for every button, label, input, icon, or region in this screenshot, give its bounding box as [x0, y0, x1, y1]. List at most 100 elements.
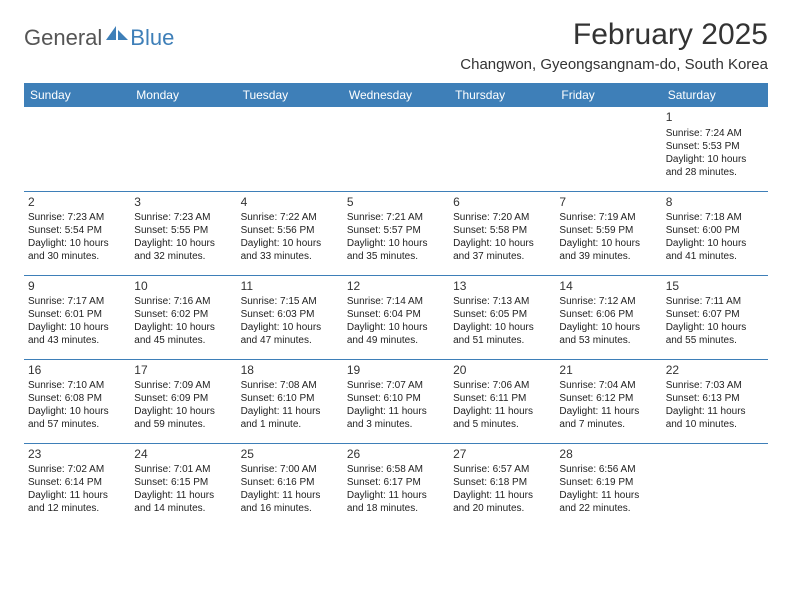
daylight-text: Daylight: 11 hours and 14 minutes.	[134, 489, 232, 515]
day-number: 14	[559, 279, 657, 295]
calendar-week-row: 16Sunrise: 7:10 AMSunset: 6:08 PMDayligh…	[24, 359, 768, 443]
day-number: 16	[28, 363, 126, 379]
day-header: Monday	[130, 83, 236, 107]
sunset-text: Sunset: 6:10 PM	[347, 392, 445, 405]
daylight-text: Daylight: 11 hours and 5 minutes.	[453, 405, 551, 431]
calendar-day-cell: 2Sunrise: 7:23 AMSunset: 5:54 PMDaylight…	[24, 191, 130, 275]
calendar-day-cell: 8Sunrise: 7:18 AMSunset: 6:00 PMDaylight…	[662, 191, 768, 275]
daylight-text: Daylight: 10 hours and 32 minutes.	[134, 237, 232, 263]
sunset-text: Sunset: 6:11 PM	[453, 392, 551, 405]
brand-logo: General Blue	[24, 18, 174, 51]
sunrise-text: Sunrise: 7:24 AM	[666, 127, 764, 140]
daylight-text: Daylight: 10 hours and 39 minutes.	[559, 237, 657, 263]
daylight-text: Daylight: 10 hours and 30 minutes.	[28, 237, 126, 263]
calendar-day-cell: 4Sunrise: 7:22 AMSunset: 5:56 PMDaylight…	[237, 191, 343, 275]
calendar-day-cell: 25Sunrise: 7:00 AMSunset: 6:16 PMDayligh…	[237, 443, 343, 527]
day-number: 6	[453, 195, 551, 211]
day-number: 1	[666, 110, 764, 126]
sunrise-text: Sunrise: 6:57 AM	[453, 463, 551, 476]
sunrise-text: Sunrise: 7:22 AM	[241, 211, 339, 224]
calendar-day-cell: 12Sunrise: 7:14 AMSunset: 6:04 PMDayligh…	[343, 275, 449, 359]
calendar-week-row: 2Sunrise: 7:23 AMSunset: 5:54 PMDaylight…	[24, 191, 768, 275]
calendar-body: 1Sunrise: 7:24 AMSunset: 5:53 PM Daylight…	[24, 107, 768, 527]
sunrise-text: Sunrise: 6:58 AM	[347, 463, 445, 476]
day-number: 28	[559, 447, 657, 463]
sunrise-text: Sunrise: 7:20 AM	[453, 211, 551, 224]
sunset-text: Sunset: 6:01 PM	[28, 308, 126, 321]
sunset-text: Sunset: 5:56 PM	[241, 224, 339, 237]
sunrise-text: Sunrise: 7:10 AM	[28, 379, 126, 392]
daylight-text: Daylight: 11 hours and 3 minutes.	[347, 405, 445, 431]
calendar-day-cell: 5Sunrise: 7:21 AMSunset: 5:57 PMDaylight…	[343, 191, 449, 275]
day-number: 19	[347, 363, 445, 379]
calendar-day-cell: 16Sunrise: 7:10 AMSunset: 6:08 PMDayligh…	[24, 359, 130, 443]
calendar-day-cell: 17Sunrise: 7:09 AMSunset: 6:09 PMDayligh…	[130, 359, 236, 443]
sunset-text: Sunset: 6:10 PM	[241, 392, 339, 405]
sunrise-text: Sunrise: 7:07 AM	[347, 379, 445, 392]
daylight-text: Daylight: 10 hours and 49 minutes.	[347, 321, 445, 347]
sunrise-text: Sunrise: 7:18 AM	[666, 211, 764, 224]
day-number: 20	[453, 363, 551, 379]
calendar-day-cell: 23Sunrise: 7:02 AMSunset: 6:14 PMDayligh…	[24, 443, 130, 527]
day-number: 21	[559, 363, 657, 379]
sunrise-text: Sunrise: 7:14 AM	[347, 295, 445, 308]
day-header: Wednesday	[343, 83, 449, 107]
sunset-text: Sunset: 6:06 PM	[559, 308, 657, 321]
calendar-day-cell	[555, 107, 661, 191]
sunset-text: Sunset: 6:18 PM	[453, 476, 551, 489]
calendar-day-cell: 11Sunrise: 7:15 AMSunset: 6:03 PMDayligh…	[237, 275, 343, 359]
daylight-text: Daylight: 10 hours and 37 minutes.	[453, 237, 551, 263]
location-subtitle: Changwon, Gyeongsangnam-do, South Korea	[460, 56, 768, 73]
sunset-text: Sunset: 5:53 PM	[666, 140, 764, 153]
calendar-day-cell: 14Sunrise: 7:12 AMSunset: 6:06 PMDayligh…	[555, 275, 661, 359]
sunset-text: Sunset: 6:13 PM	[666, 392, 764, 405]
sunrise-text: Sunrise: 7:23 AM	[28, 211, 126, 224]
sunset-text: Sunset: 6:08 PM	[28, 392, 126, 405]
day-number: 13	[453, 279, 551, 295]
day-header: Sunday	[24, 83, 130, 107]
calendar-day-cell: 9Sunrise: 7:17 AMSunset: 6:01 PMDaylight…	[24, 275, 130, 359]
calendar-day-cell: 22Sunrise: 7:03 AMSunset: 6:13 PMDayligh…	[662, 359, 768, 443]
daylight-text: Daylight: 10 hours and 57 minutes.	[28, 405, 126, 431]
day-number: 18	[241, 363, 339, 379]
day-header: Thursday	[449, 83, 555, 107]
day-number: 23	[28, 447, 126, 463]
daylight-text: Daylight: 10 hours and 55 minutes.	[666, 321, 764, 347]
daylight-text: Daylight: 10 hours and 43 minutes.	[28, 321, 126, 347]
day-number: 26	[347, 447, 445, 463]
daylight-text: Daylight: 10 hours and 35 minutes.	[347, 237, 445, 263]
calendar-day-cell	[449, 107, 555, 191]
brand-word-general: General	[24, 25, 102, 51]
sunset-text: Sunset: 6:14 PM	[28, 476, 126, 489]
day-header: Friday	[555, 83, 661, 107]
daylight-text: Daylight: 10 hours and 53 minutes.	[559, 321, 657, 347]
day-number: 4	[241, 195, 339, 211]
daylight-text: Daylight: 11 hours and 16 minutes.	[241, 489, 339, 515]
sunrise-text: Sunrise: 7:08 AM	[241, 379, 339, 392]
sunset-text: Sunset: 6:04 PM	[347, 308, 445, 321]
day-number: 24	[134, 447, 232, 463]
sunset-text: Sunset: 6:09 PM	[134, 392, 232, 405]
calendar-day-cell: 24Sunrise: 7:01 AMSunset: 6:15 PMDayligh…	[130, 443, 236, 527]
day-number: 22	[666, 363, 764, 379]
sunrise-text: Sunrise: 7:15 AM	[241, 295, 339, 308]
daylight-text: Daylight: 11 hours and 12 minutes.	[28, 489, 126, 515]
calendar-day-cell: 28Sunrise: 6:56 AMSunset: 6:19 PMDayligh…	[555, 443, 661, 527]
day-header: Tuesday	[237, 83, 343, 107]
calendar-week-row: 23Sunrise: 7:02 AMSunset: 6:14 PMDayligh…	[24, 443, 768, 527]
sunset-text: Sunset: 6:15 PM	[134, 476, 232, 489]
day-number: 8	[666, 195, 764, 211]
brand-sail-icon	[106, 24, 128, 45]
day-number: 3	[134, 195, 232, 211]
sunrise-text: Sunrise: 7:04 AM	[559, 379, 657, 392]
sunrise-text: Sunrise: 7:13 AM	[453, 295, 551, 308]
calendar-day-cell: 18Sunrise: 7:08 AMSunset: 6:10 PMDayligh…	[237, 359, 343, 443]
calendar-day-cell: 13Sunrise: 7:13 AMSunset: 6:05 PMDayligh…	[449, 275, 555, 359]
calendar-day-cell: 7Sunrise: 7:19 AMSunset: 5:59 PMDaylight…	[555, 191, 661, 275]
calendar-day-cell	[130, 107, 236, 191]
sunset-text: Sunset: 6:12 PM	[559, 392, 657, 405]
calendar-day-cell	[662, 443, 768, 527]
sunset-text: Sunset: 5:54 PM	[28, 224, 126, 237]
day-number: 7	[559, 195, 657, 211]
daylight-text: Daylight: 11 hours and 10 minutes.	[666, 405, 764, 431]
